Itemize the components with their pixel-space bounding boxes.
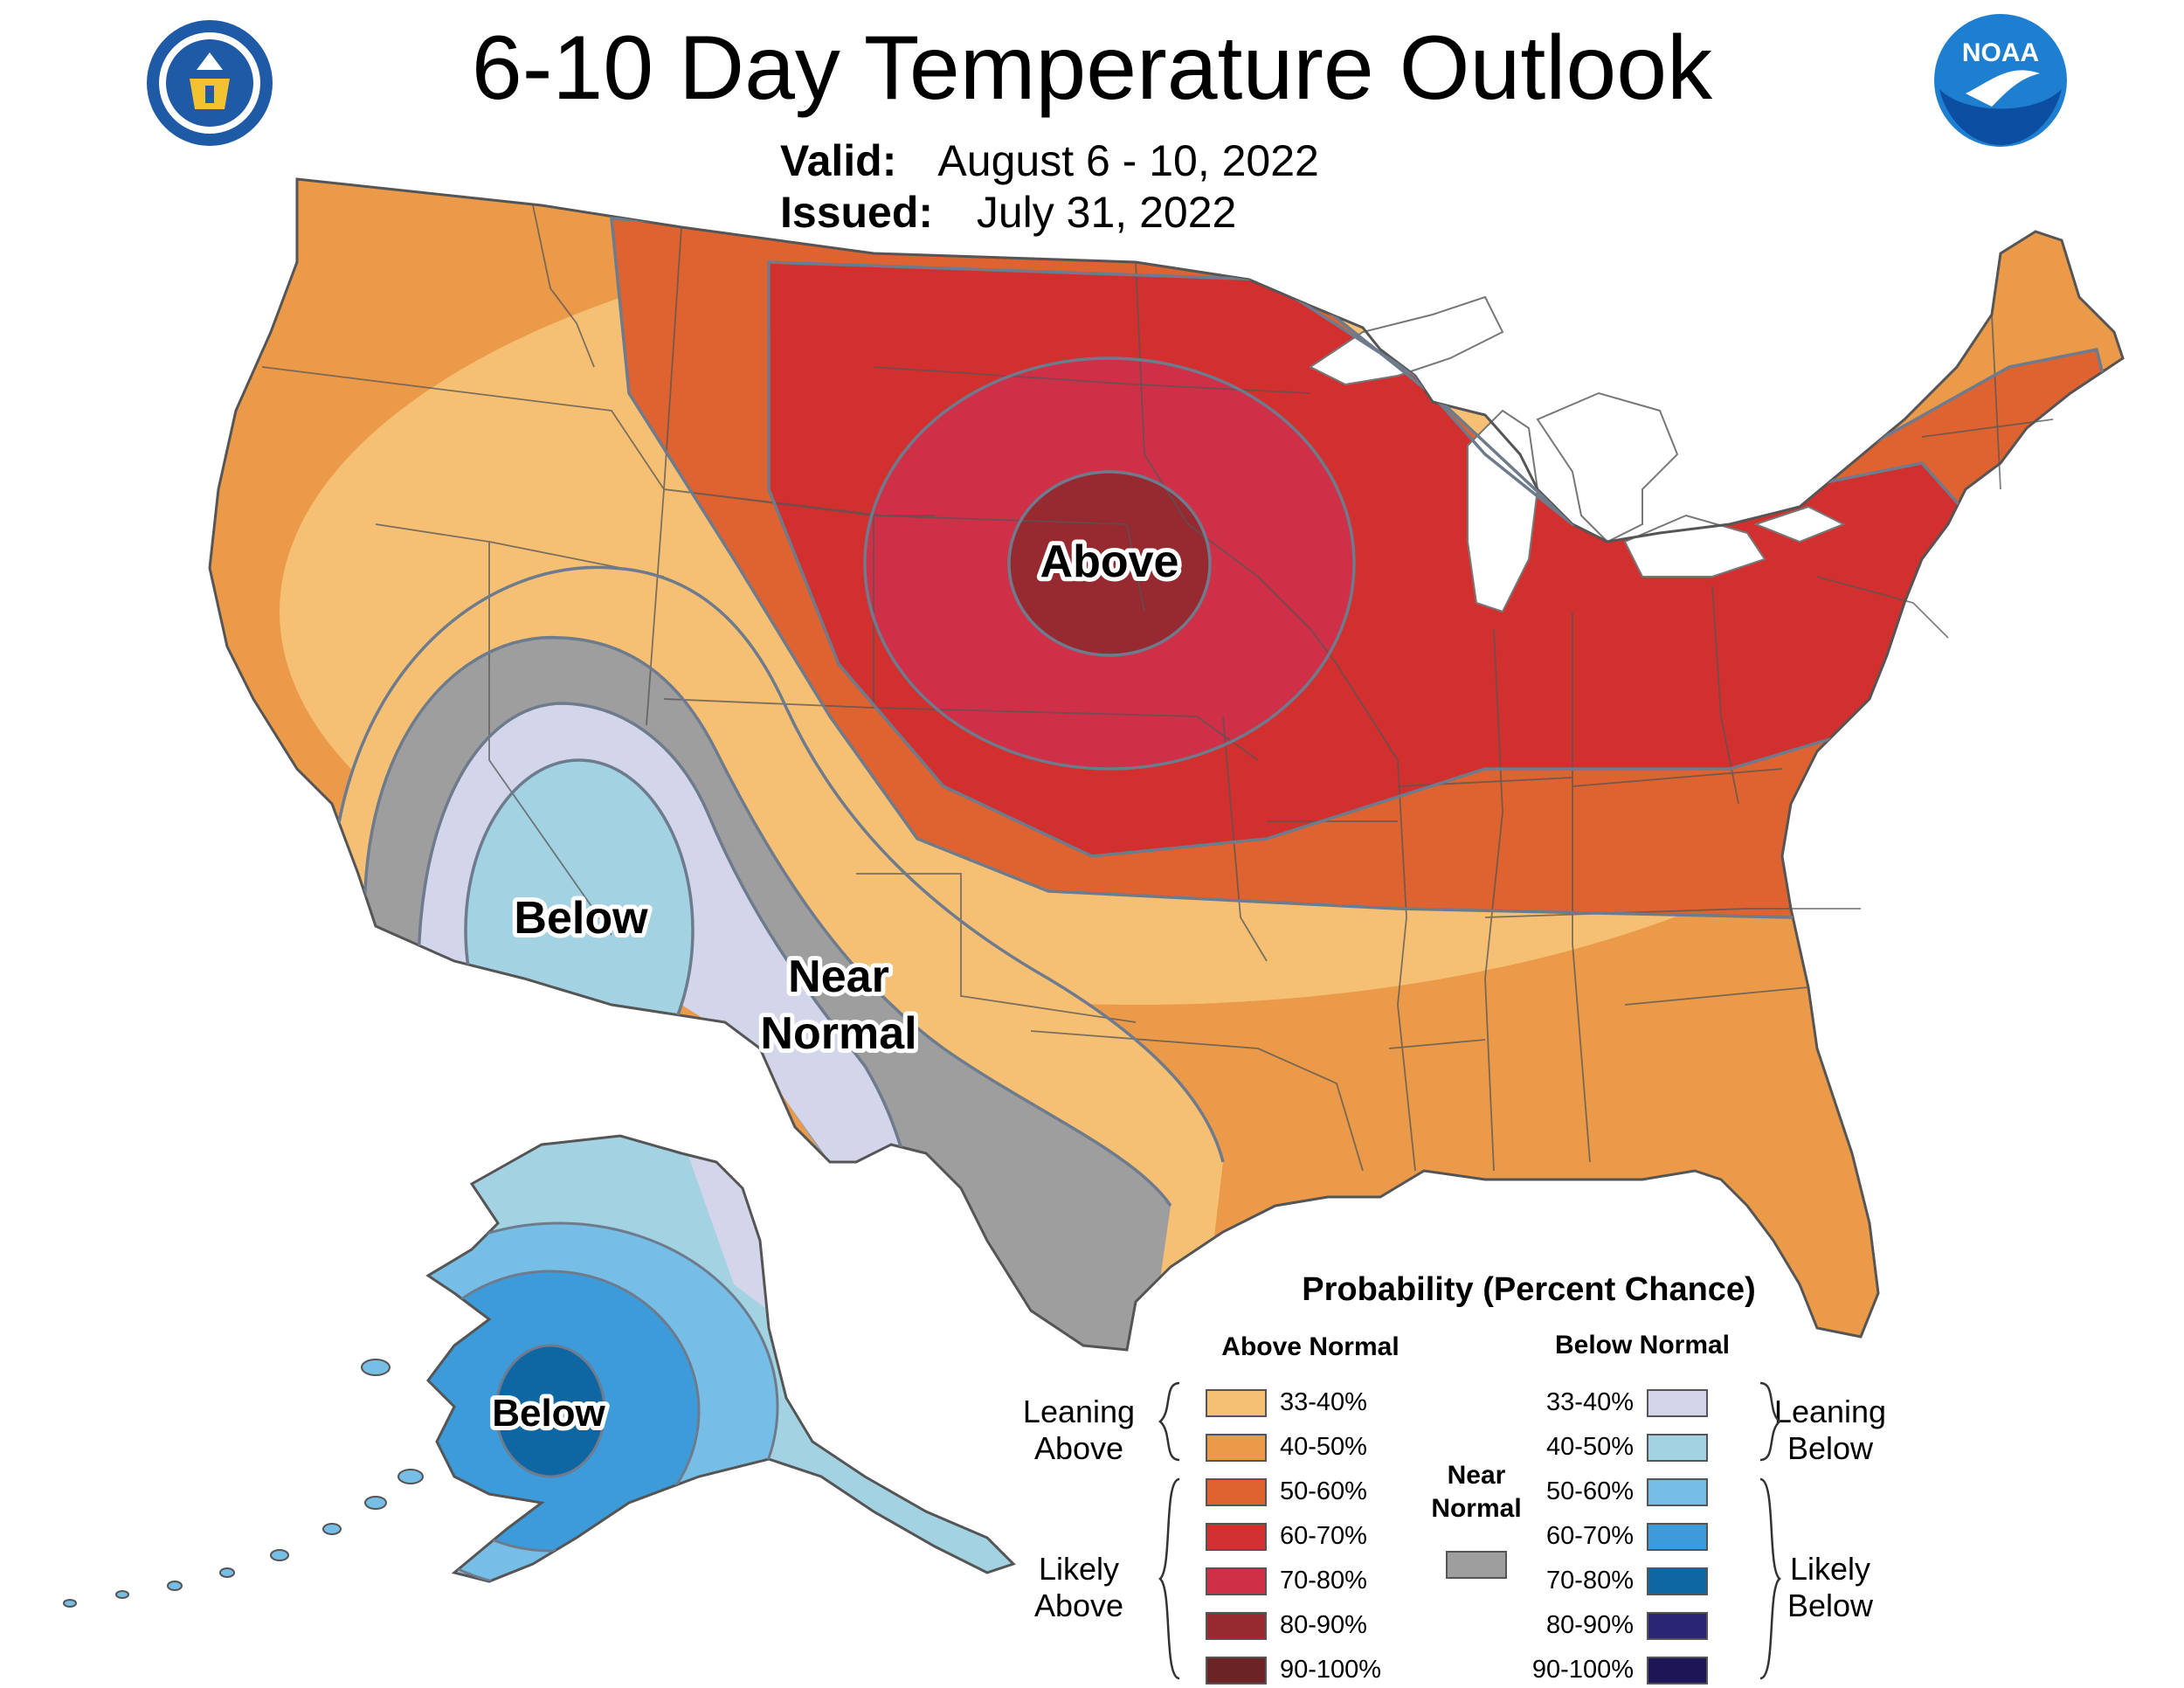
legend-leaning-above: Leaning Above	[1005, 1394, 1153, 1467]
commerce-seal-logo	[147, 20, 273, 146]
issued-row: Issued: July 31, 2022	[780, 187, 1236, 238]
legend-below-item-label: 40-50%	[1546, 1433, 1634, 1461]
legend-below-item-swatch	[1647, 1612, 1708, 1640]
alaska-outline	[425, 1134, 1016, 1583]
noaa-logo: NOAA	[1934, 14, 2067, 147]
legend-above-item-swatch	[1206, 1434, 1267, 1462]
legend-below-item-swatch	[1647, 1434, 1708, 1462]
legend-below-item-label: 80-90%	[1546, 1611, 1634, 1639]
legend-below-item-label: 50-60%	[1546, 1477, 1634, 1505]
leaning-below-line1: Leaning	[1773, 1394, 1887, 1429]
legend-above-header: Above Normal	[1221, 1332, 1400, 1361]
label-near-normal-1: Near	[788, 951, 889, 1002]
near-normal-line2: Normal	[1431, 1494, 1522, 1523]
legend-above-item-label: 90-100%	[1280, 1656, 1382, 1684]
leaning-below-line2: Below	[1787, 1430, 1874, 1466]
legend-below-list: 33-40% 40-50% 50-60% 60-70% 70-80% 80-90% 90-1…	[1532, 1388, 1765, 1686]
legend-above-item-label: 70-80%	[1280, 1567, 1367, 1595]
alaska-contours	[428, 1221, 779, 1581]
likely-below-line1: Likely	[1789, 1551, 1871, 1587]
legend-near-normal-swatch	[1446, 1551, 1507, 1579]
legend-above-item-swatch	[1206, 1657, 1267, 1685]
great-lakes	[1309, 295, 1846, 613]
legend-likely-above: Likely Above	[1005, 1551, 1153, 1624]
svg-text:NOAA: NOAA	[1962, 38, 2039, 67]
legend-below-item-swatch	[1647, 1657, 1708, 1685]
legend-title: Probability (Percent Chance)	[1302, 1271, 1756, 1308]
legend-above-item-swatch	[1206, 1612, 1267, 1640]
legend-leaning-below: Leaning Below	[1756, 1394, 1904, 1467]
legend-above-item-label: 40-50%	[1280, 1433, 1367, 1461]
likely-above-line1: Likely	[1038, 1551, 1120, 1587]
legend-below-item-label: 70-80%	[1546, 1567, 1634, 1595]
legend-left-braces	[1158, 1381, 1180, 1680]
legend-above-item-swatch	[1206, 1523, 1267, 1551]
likely-below-line2: Below	[1787, 1588, 1874, 1623]
leaning-above-line1: Leaning	[1022, 1394, 1136, 1429]
legend-near-normal-label: Near Normal	[1424, 1459, 1529, 1525]
legend-below-item-label: 90-100%	[1531, 1656, 1634, 1684]
valid-row: Valid: August 6 - 10, 2022	[780, 135, 1319, 186]
valid-label: Valid:	[780, 136, 897, 185]
legend-above-item-label: 80-90%	[1280, 1611, 1367, 1639]
legend-below-item-swatch	[1647, 1567, 1708, 1595]
label-below-west: Below	[514, 893, 648, 944]
legend-above-item-swatch	[1206, 1389, 1267, 1417]
legend-above-item-label: 60-70%	[1280, 1522, 1367, 1550]
legend-below-item-swatch	[1647, 1523, 1708, 1551]
legend-below-item-label: 33-40%	[1546, 1388, 1634, 1416]
legend-below-item-swatch	[1647, 1389, 1708, 1417]
issued-value: July 31, 2022	[976, 188, 1237, 237]
leaning-above-line2: Above	[1033, 1430, 1124, 1466]
legend-above-item-swatch	[1206, 1478, 1267, 1506]
legend-above-item-swatch	[1206, 1567, 1267, 1595]
near-normal-line1: Near	[1447, 1461, 1506, 1490]
legend-likely-below: Likely Below	[1756, 1551, 1904, 1624]
legend-above-list: 33-40% 40-50% 50-60% 60-70% 70-80% 80-90% 90-1…	[1206, 1388, 1433, 1686]
issued-label: Issued:	[780, 188, 934, 237]
label-above: Above	[1040, 536, 1179, 587]
legend-below-header: Below Normal	[1554, 1331, 1731, 1359]
legend-below-item-label: 60-70%	[1546, 1522, 1634, 1550]
state-boundaries	[261, 204, 2054, 1172]
likely-above-line2: Above	[1033, 1588, 1124, 1623]
aleutian-islands	[63, 1359, 424, 1608]
legend-right-braces	[1759, 1381, 1781, 1680]
legend-above-item-label: 33-40%	[1280, 1388, 1367, 1416]
label-near-normal-2: Normal	[760, 1008, 916, 1059]
alaska-shading	[428, 1136, 1013, 1581]
valid-value: August 6 - 10, 2022	[937, 136, 1319, 185]
legend: Probability (Percent Chance) Above Norma…	[1023, 1271, 2114, 1685]
label-below-alaska: Below	[492, 1392, 605, 1435]
page-title: 6-10 Day Temperature Outlook	[471, 17, 1713, 119]
legend-above-item-label: 50-60%	[1280, 1477, 1367, 1505]
legend-below-item-swatch	[1647, 1478, 1708, 1506]
